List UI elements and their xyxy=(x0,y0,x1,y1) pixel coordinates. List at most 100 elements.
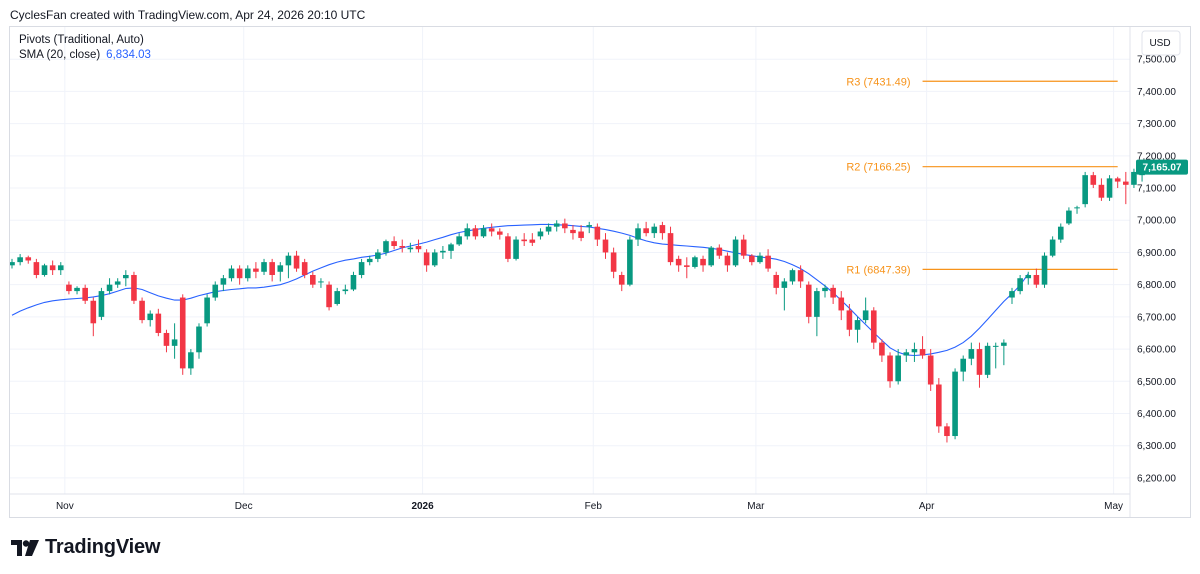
candle-body xyxy=(440,250,446,253)
pivot-label: R3 (7431.49) xyxy=(846,76,910,88)
candle xyxy=(472,225,479,240)
candle xyxy=(106,278,113,295)
candle xyxy=(765,249,771,272)
price-tick-label: 7,400.00 xyxy=(1137,87,1176,98)
candle xyxy=(301,258,308,279)
candle xyxy=(464,223,471,240)
price-tick-label: 7,000.00 xyxy=(1137,216,1176,227)
time-tick-label: Mar xyxy=(747,501,765,512)
candle xyxy=(326,281,332,311)
candle xyxy=(497,228,503,240)
price-tick-label: 6,300.00 xyxy=(1137,441,1176,452)
candle-body xyxy=(659,225,666,234)
candle xyxy=(212,281,219,301)
price-tick-label: 6,400.00 xyxy=(1137,409,1176,420)
candle xyxy=(976,342,983,388)
candle xyxy=(1033,268,1040,288)
candle-body xyxy=(1025,274,1032,279)
candle-body xyxy=(277,265,284,272)
candle-body xyxy=(992,345,999,347)
candle-body xyxy=(1106,178,1113,198)
last-price-label: 7,165.07 xyxy=(1143,163,1182,174)
candle xyxy=(358,258,365,279)
candle xyxy=(41,263,48,277)
candle-body xyxy=(537,231,544,237)
candle xyxy=(253,262,259,279)
price-axis[interactable]: USD 6,200.00 6,300.00 6,400.00 6,500.00 6,600… xyxy=(1136,30,1188,484)
time-tick-label: 2026 xyxy=(411,501,434,512)
candle xyxy=(334,287,340,306)
candle xyxy=(114,278,121,288)
candle-body xyxy=(773,274,780,288)
candle-body xyxy=(610,252,617,272)
chart-frame[interactable]: R3 (7431.49) R2 (7166.25) R1 (6847.39) USD… xyxy=(9,26,1191,518)
time-tick-label: May xyxy=(1104,501,1123,512)
candle xyxy=(570,225,576,240)
candle xyxy=(732,236,739,267)
candle-body xyxy=(415,246,422,250)
candle-layer xyxy=(10,162,1145,443)
candle xyxy=(391,236,397,250)
candle-body xyxy=(41,265,48,275)
price-tick-label: 7,300.00 xyxy=(1137,119,1176,130)
candle-body xyxy=(171,339,178,346)
candle xyxy=(675,255,682,272)
candle xyxy=(82,284,88,304)
candle xyxy=(1131,168,1137,189)
pivots-legend[interactable]: Pivots (Traditional, Auto) xyxy=(19,34,144,46)
candle-body xyxy=(1049,239,1056,256)
candle-body xyxy=(155,313,162,333)
candle-body xyxy=(1041,255,1048,285)
candle xyxy=(244,265,251,282)
candle-body xyxy=(488,228,495,232)
candle-body xyxy=(33,262,40,275)
candle xyxy=(17,254,23,266)
candle-body xyxy=(261,262,267,272)
time-tick-label: Nov xyxy=(56,501,74,512)
tradingview-logo[interactable]: TradingView xyxy=(11,536,160,559)
candle xyxy=(318,278,324,288)
candle xyxy=(236,265,243,285)
candle xyxy=(1057,223,1064,243)
candle xyxy=(602,233,609,259)
candle xyxy=(423,249,430,272)
price-chart[interactable]: R3 (7431.49) R2 (7166.25) R1 (6847.39) USD… xyxy=(10,27,1190,517)
candle xyxy=(545,223,552,235)
currency-label: USD xyxy=(1149,38,1170,49)
candle-body xyxy=(1017,278,1023,292)
candle-body xyxy=(1009,291,1015,298)
price-tick-label: 6,500.00 xyxy=(1137,377,1176,388)
candle-body xyxy=(448,244,454,251)
candle xyxy=(944,423,950,443)
candle xyxy=(383,239,389,256)
time-tick-label: Dec xyxy=(235,501,253,512)
candle xyxy=(293,250,300,272)
candle-body xyxy=(887,355,893,382)
candle xyxy=(683,257,690,279)
candle-body xyxy=(350,274,357,290)
time-axis[interactable]: Nov Dec 2026 Feb Mar Apr May xyxy=(56,501,1123,512)
candle-body xyxy=(976,349,983,375)
candle-body xyxy=(529,239,536,243)
candle xyxy=(911,342,918,362)
candle xyxy=(651,223,658,238)
candle xyxy=(10,258,15,269)
candle xyxy=(155,308,162,337)
candle-body xyxy=(578,231,584,238)
sma-legend-value: 6,834.03 xyxy=(106,49,151,61)
candle-body xyxy=(846,310,853,330)
candle xyxy=(838,291,845,321)
sma-legend[interactable]: SMA (20, close) 6,834.03 xyxy=(19,49,151,61)
candle-body xyxy=(513,239,519,259)
candle xyxy=(887,352,893,388)
candle xyxy=(936,378,942,433)
candle xyxy=(456,233,462,247)
candle xyxy=(814,287,820,337)
candle xyxy=(228,265,235,282)
candle xyxy=(49,260,56,275)
candle xyxy=(33,258,40,279)
candle-body xyxy=(285,255,292,266)
candle-body xyxy=(163,332,170,346)
tradingview-logo-icon xyxy=(11,539,39,556)
candle-body xyxy=(244,268,251,279)
